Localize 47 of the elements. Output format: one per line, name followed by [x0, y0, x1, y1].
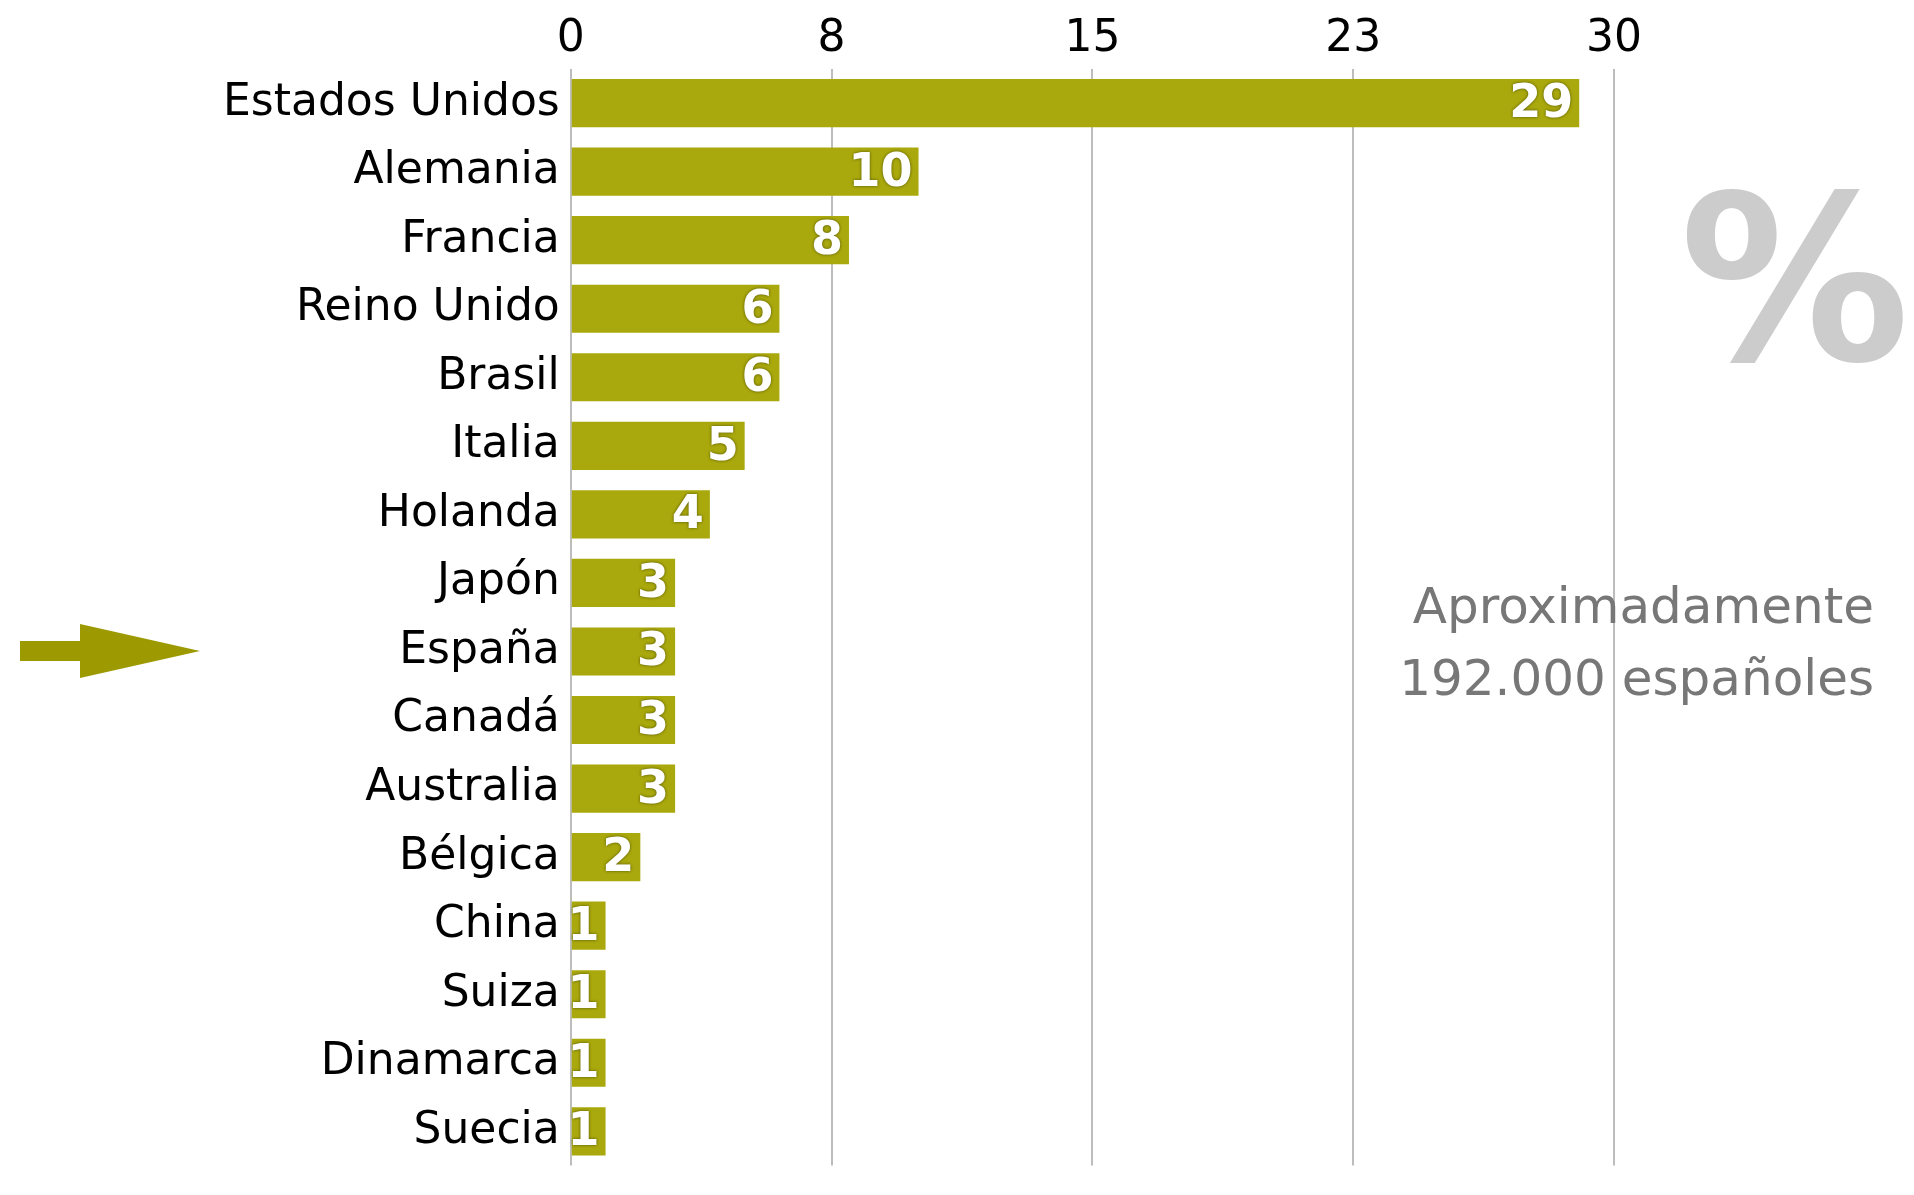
data-label: 29	[1509, 74, 1574, 129]
data-label: 1	[567, 1033, 600, 1088]
y-tick-label: Estados Unidos	[222, 73, 560, 125]
y-tick-label: China	[434, 896, 560, 948]
y-tick-label: Dinamarca	[320, 1033, 560, 1085]
y-tick-label: Australia	[365, 759, 560, 811]
data-label: 3	[637, 553, 670, 608]
x-tick-label: 8	[817, 9, 846, 61]
bar	[571, 79, 1580, 128]
data-label: 6	[741, 279, 774, 334]
y-tick-label: España	[399, 621, 560, 673]
data-label: 6	[741, 348, 774, 403]
x-tick-label: 0	[556, 9, 585, 61]
bar	[571, 147, 919, 196]
data-label: 1	[567, 965, 600, 1020]
y-tick-label: Suecia	[413, 1101, 560, 1153]
data-label: 5	[706, 416, 739, 471]
data-label: 3	[637, 622, 670, 677]
x-tick-label: 15	[1064, 9, 1121, 61]
y-tick-label: Bélgica	[398, 827, 560, 879]
bar	[571, 490, 710, 539]
y-tick-label: Francia	[401, 210, 560, 262]
data-label: 8	[810, 211, 843, 266]
x-tick-label: 30	[1586, 9, 1642, 61]
y-tick-label: Suiza	[441, 964, 560, 1016]
y-tick-label: Brasil	[437, 347, 560, 399]
bar	[571, 284, 780, 333]
bar	[571, 421, 745, 470]
data-label: 3	[637, 759, 670, 814]
x-tick-label: 23	[1325, 9, 1382, 61]
bar	[571, 353, 780, 402]
y-tick-label: Japón	[434, 553, 560, 605]
y-tick-label: Canadá	[392, 690, 560, 742]
bar	[571, 627, 676, 676]
y-tick-label: Holanda	[377, 484, 560, 536]
data-label: 4	[671, 485, 704, 540]
data-label: 2	[602, 828, 635, 883]
data-label: 3	[637, 690, 670, 745]
data-label: 1	[567, 1102, 600, 1157]
y-tick-label: Reino Unido	[295, 279, 560, 331]
y-tick-label: Alemania	[353, 142, 560, 194]
text: %	[1679, 146, 1910, 414]
y-tick-label: Italia	[451, 416, 560, 468]
annotation: Aproximadamente 192.000 españoles	[1399, 576, 1874, 707]
data-label: 1	[567, 896, 600, 951]
bar	[571, 216, 849, 265]
data-label: 10	[848, 142, 913, 197]
